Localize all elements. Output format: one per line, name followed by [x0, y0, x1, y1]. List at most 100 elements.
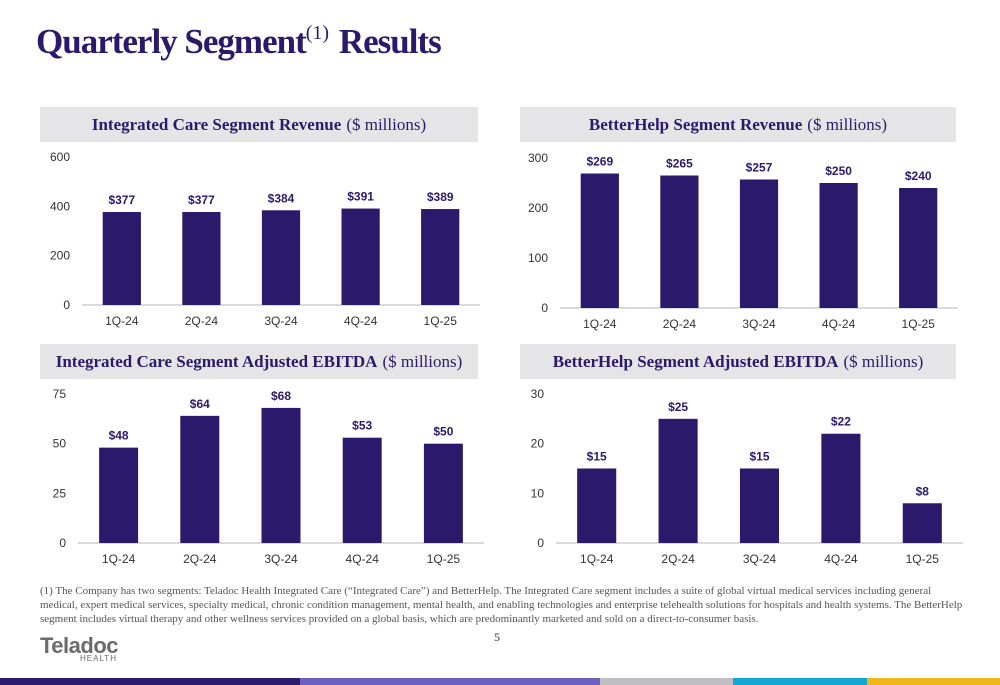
- logo-wordmark: Teladoc: [40, 633, 119, 658]
- x-tick-label: 1Q-24: [102, 552, 136, 566]
- ic-ebitda-title: Integrated Care Segment Adjusted EBITDA: [55, 351, 378, 371]
- data-label: $269: [586, 155, 613, 169]
- page-title-text: Quarterly Segment: [36, 22, 307, 61]
- x-tick-label: 1Q-25: [427, 552, 461, 566]
- y-tick-label: 600: [50, 150, 70, 164]
- x-tick-label: 2Q-24: [183, 552, 217, 566]
- data-label: $257: [746, 161, 773, 175]
- footer-segment-1: [0, 678, 300, 685]
- bar: [342, 437, 382, 543]
- footer-segment-3: [600, 678, 733, 685]
- data-label: $250: [825, 164, 852, 178]
- x-tick-label: 1Q-24: [580, 552, 614, 566]
- bar: [580, 173, 619, 308]
- bh-revenue-unit: ($ millions): [807, 114, 888, 134]
- bh-revenue-header: BetterHelp Segment Revenue ($ millions): [520, 107, 956, 142]
- y-tick-label: 200: [528, 201, 548, 215]
- bar: [577, 468, 617, 543]
- bh-ebitda-chart: 0 10 20 30 $15 1Q-24 $25 2Q-24 $15 3Q-24 $22 4Q-24 $…: [531, 387, 963, 566]
- bar: [739, 179, 779, 308]
- y-tick-label: 20: [531, 437, 545, 451]
- x-tick-label: 4Q-24: [824, 552, 858, 566]
- y-tick-label: 0: [59, 536, 66, 550]
- bar: [261, 407, 301, 543]
- x-tick-label: 1Q-25: [902, 317, 936, 331]
- x-tick-label: 1Q-25: [906, 552, 940, 566]
- data-label: $68: [271, 389, 291, 403]
- bar: [102, 212, 141, 305]
- x-tick-label: 4Q-24: [344, 314, 378, 328]
- y-tick-label: 10: [531, 486, 545, 500]
- bar: [261, 210, 301, 305]
- data-label: $25: [668, 400, 688, 414]
- footnote: (1) The Company has two segments: Telado…: [40, 585, 963, 625]
- data-label: $48: [109, 429, 129, 443]
- x-tick-label: 1Q-24: [583, 317, 617, 331]
- data-label: $265: [666, 157, 693, 171]
- y-tick-label: 300: [528, 151, 548, 165]
- bar: [660, 175, 699, 308]
- y-tick-label: 75: [53, 387, 67, 401]
- x-tick-label: 4Q-24: [346, 552, 380, 566]
- y-tick-label: 400: [50, 199, 70, 213]
- y-tick-label: 0: [541, 301, 548, 315]
- bar: [821, 433, 861, 543]
- footer-color-bar: [0, 678, 1000, 685]
- x-tick-label: 1Q-25: [424, 314, 458, 328]
- data-label: $22: [831, 415, 851, 429]
- data-label: $50: [433, 425, 453, 439]
- bar: [182, 212, 221, 305]
- logo-subtext: HEALTH: [80, 654, 117, 663]
- x-tick-label: 2Q-24: [661, 552, 695, 566]
- bar: [423, 443, 463, 543]
- bar: [341, 208, 380, 305]
- footer-segment-4: [733, 678, 867, 685]
- bh-revenue-title: BetterHelp Segment Revenue: [588, 114, 803, 134]
- x-tick-label: 3Q-24: [743, 552, 777, 566]
- ic-ebitda-header: Integrated Care Segment Adjusted EBITDA …: [40, 344, 478, 379]
- x-tick-label: 4Q-24: [822, 317, 856, 331]
- ic-revenue-unit: ($ millions): [346, 114, 427, 134]
- bar: [899, 188, 938, 308]
- data-label: $53: [352, 419, 372, 433]
- bar: [739, 468, 780, 543]
- bar: [180, 415, 220, 543]
- bh-revenue-chart: 0 100 200 300 $269 1Q-24 $265 2Q-24 $257 3Q-24 $25…: [528, 151, 958, 331]
- x-tick-label: 2Q-24: [663, 317, 697, 331]
- page-title: Quarterly Segment(1) Results: [36, 22, 442, 62]
- page-number: 5: [494, 630, 500, 644]
- ic-revenue-header: Integrated Care Segment Revenue ($ milli…: [40, 107, 478, 142]
- y-tick-label: 100: [528, 251, 548, 265]
- bar: [819, 183, 858, 308]
- ic-ebitda-unit: ($ millions): [382, 351, 463, 371]
- page-title-suffix: Results: [338, 22, 442, 61]
- teladoc-logo: Teladoc HEALTH: [40, 633, 119, 664]
- bh-ebitda-title: BetterHelp Segment Adjusted EBITDA: [552, 351, 839, 371]
- bar: [658, 418, 698, 543]
- x-tick-label: 1Q-24: [105, 314, 139, 328]
- y-tick-label: 0: [537, 536, 544, 550]
- page-title-superscript: (1): [305, 22, 330, 44]
- y-tick-label: 200: [50, 249, 70, 263]
- ic-revenue-chart: 0 200 400 600 $377 1Q-24 $377 2Q-24 $384 3Q-24 $39…: [50, 150, 480, 328]
- bh-ebitda-header: BetterHelp Segment Adjusted EBITDA ($ mi…: [520, 344, 956, 379]
- ic-revenue-title: Integrated Care Segment Revenue: [91, 114, 342, 134]
- bh-ebitda-unit: ($ millions): [843, 351, 924, 371]
- x-tick-label: 2Q-24: [185, 314, 219, 328]
- data-label: $240: [905, 169, 932, 183]
- data-label: $15: [749, 450, 769, 464]
- x-tick-label: 3Q-24: [742, 317, 776, 331]
- data-label: $15: [587, 450, 607, 464]
- bar: [99, 447, 139, 543]
- footer-segment-5: [867, 678, 1000, 685]
- data-label: $8: [916, 484, 930, 498]
- x-tick-label: 3Q-24: [264, 314, 298, 328]
- y-tick-label: 25: [53, 486, 67, 500]
- ic-ebitda-chart: 0 25 50 75 $48 1Q-24 $64 2Q-24 $68 3Q-24 $53 4Q-24 $…: [53, 387, 484, 566]
- data-label: $377: [188, 193, 215, 207]
- y-tick-label: 50: [53, 437, 67, 451]
- bar: [902, 503, 942, 543]
- data-label: $384: [268, 191, 295, 205]
- data-label: $377: [108, 193, 135, 207]
- y-tick-label: 0: [63, 298, 70, 312]
